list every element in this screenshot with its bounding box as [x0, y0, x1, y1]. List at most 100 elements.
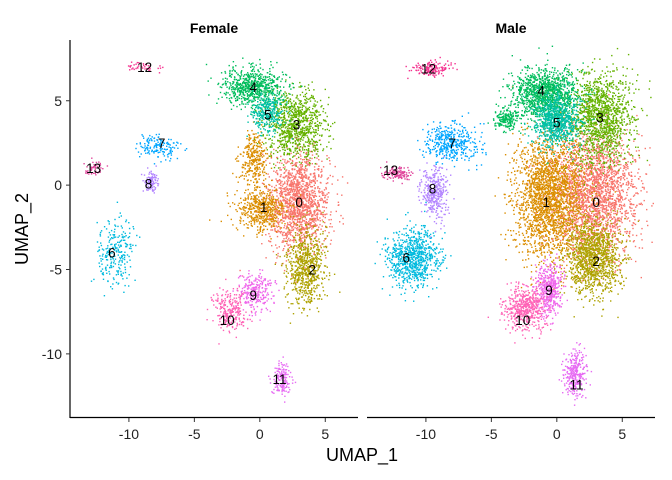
- point: [259, 134, 262, 137]
- point: [302, 260, 304, 262]
- point: [298, 182, 300, 184]
- point: [269, 223, 272, 225]
- point: [284, 73, 287, 76]
- point: [319, 223, 321, 226]
- point: [272, 196, 275, 198]
- point: [307, 296, 310, 298]
- point: [314, 187, 316, 190]
- point: [314, 224, 316, 227]
- point: [300, 132, 302, 134]
- point: [296, 182, 298, 185]
- point: [295, 216, 298, 218]
- point: [287, 253, 289, 255]
- point: [251, 75, 253, 78]
- point: [319, 258, 321, 260]
- point: [304, 191, 306, 194]
- point: [307, 132, 310, 134]
- point: [246, 227, 248, 229]
- point: [270, 200, 272, 203]
- point: [315, 278, 317, 281]
- point: [246, 151, 248, 154]
- point: [299, 223, 302, 226]
- point: [306, 128, 308, 130]
- point: [298, 251, 301, 254]
- point: [262, 85, 264, 88]
- point: [279, 141, 281, 143]
- point: [289, 158, 292, 161]
- point: [249, 205, 251, 208]
- point: [288, 249, 290, 252]
- point: [303, 282, 305, 284]
- point: [259, 99, 262, 101]
- point: [325, 237, 327, 240]
- point: [289, 240, 291, 242]
- point: [238, 79, 240, 81]
- point: [249, 87, 251, 90]
- point: [292, 268, 294, 271]
- point: [322, 192, 325, 194]
- point: [122, 272, 124, 274]
- point: [241, 88, 244, 90]
- point: [277, 85, 279, 88]
- point: [251, 143, 253, 145]
- point: [294, 107, 297, 110]
- point: [268, 123, 270, 126]
- point: [273, 220, 276, 222]
- point: [285, 107, 288, 109]
- point: [302, 134, 305, 136]
- point: [249, 207, 251, 209]
- point: [229, 83, 232, 85]
- point: [294, 162, 297, 164]
- point: [305, 265, 308, 267]
- point: [337, 204, 339, 206]
- point: [269, 215, 271, 217]
- point: [315, 115, 317, 117]
- point: [296, 122, 298, 125]
- point: [295, 190, 298, 192]
- point: [247, 115, 249, 117]
- point: [258, 115, 261, 117]
- point: [326, 198, 328, 201]
- point: [309, 293, 312, 295]
- point: [296, 179, 298, 181]
- point: [253, 196, 256, 198]
- point: [299, 94, 302, 96]
- point: [294, 163, 296, 166]
- point: [291, 273, 293, 275]
- point: [232, 172, 234, 175]
- point: [294, 278, 296, 280]
- point: [249, 204, 252, 207]
- point: [268, 183, 270, 186]
- point: [253, 219, 255, 221]
- point: [208, 94, 210, 96]
- point: [258, 91, 261, 94]
- point: [309, 272, 312, 275]
- point: [247, 77, 249, 79]
- point: [286, 108, 288, 110]
- point: [253, 159, 256, 162]
- point: [320, 271, 322, 273]
- point: [318, 264, 320, 266]
- point: [277, 147, 279, 149]
- point: [302, 267, 304, 269]
- point: [300, 119, 302, 122]
- point: [278, 119, 281, 121]
- point: [282, 110, 284, 112]
- point: [302, 207, 304, 210]
- point: [287, 202, 289, 205]
- point: [298, 86, 300, 88]
- point: [284, 217, 287, 219]
- point: [259, 189, 261, 192]
- point: [220, 72, 223, 74]
- point: [244, 88, 246, 90]
- point: [242, 57, 244, 59]
- point: [300, 248, 302, 250]
- point: [292, 86, 295, 89]
- point: [296, 202, 298, 204]
- point: [324, 221, 326, 224]
- point: [315, 243, 317, 245]
- point: [287, 215, 289, 217]
- point: [255, 144, 258, 147]
- point: [243, 89, 245, 92]
- point: [284, 218, 287, 220]
